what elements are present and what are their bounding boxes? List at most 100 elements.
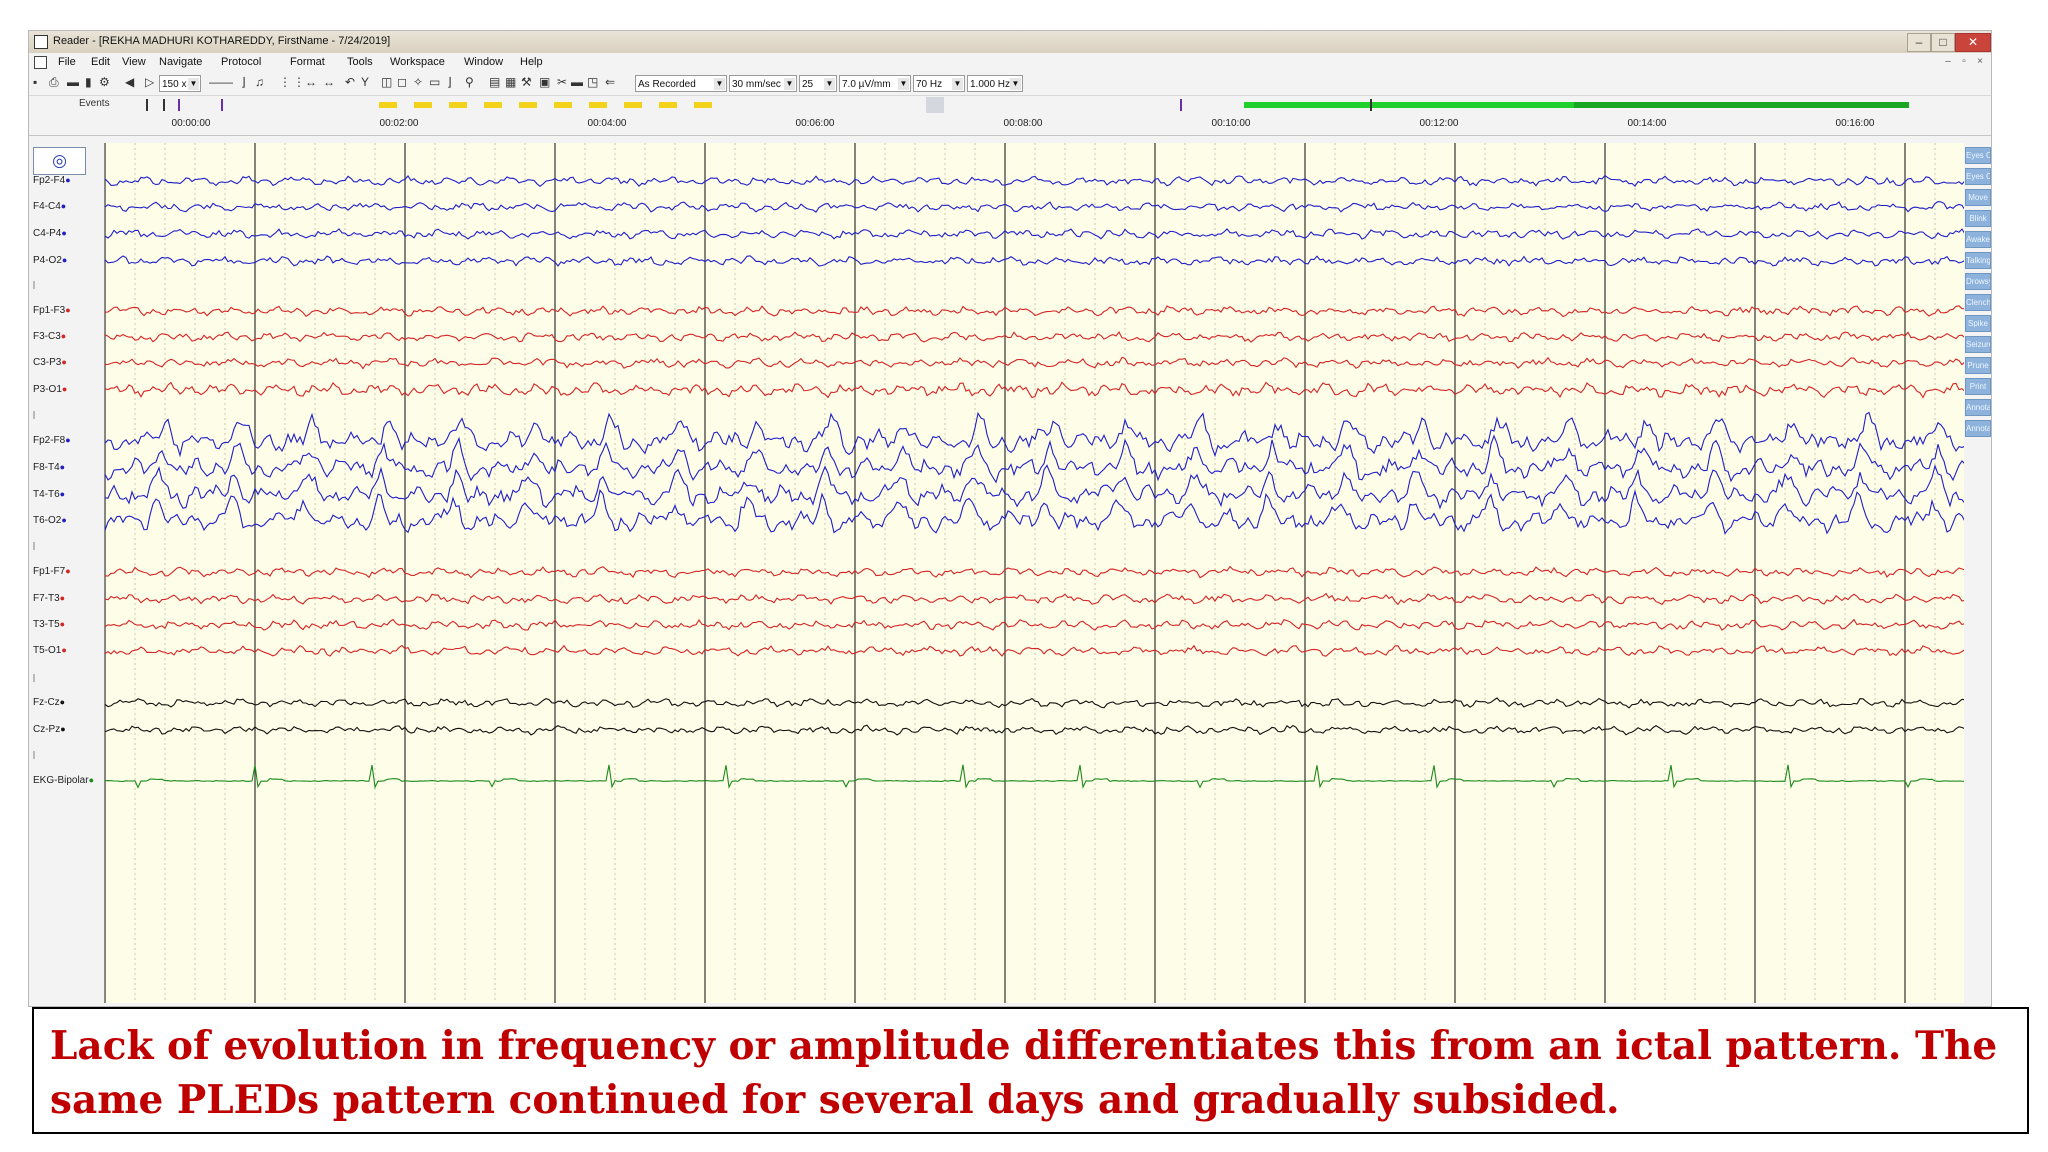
montage-target-icon[interactable]: ◎ xyxy=(33,147,86,175)
event-button[interactable]: Print xyxy=(1965,378,1991,395)
horizontal-measure-icon[interactable]: ↔ xyxy=(305,75,317,89)
channel-label[interactable]: F8-T4● xyxy=(33,462,65,473)
event-button[interactable]: Spike xyxy=(1965,315,1991,332)
mdi-restore-button[interactable]: ▫ xyxy=(1962,56,1966,67)
time-label: 00:02:00 xyxy=(379,118,419,129)
eeg-trace xyxy=(105,464,1965,510)
audio-icon[interactable]: ♫ xyxy=(255,75,264,89)
menu-window[interactable]: Window xyxy=(464,56,504,68)
event-button[interactable]: Clench F xyxy=(1965,294,1991,311)
ruler-icon[interactable]: ▭ xyxy=(429,75,441,89)
zoom-select[interactable]: 150 x ▼ xyxy=(159,75,201,92)
vertical-measure-icon[interactable]: ⋮ xyxy=(279,75,291,89)
channel-label[interactable]: T6-O2● xyxy=(33,515,67,526)
filter-icon[interactable]: Y xyxy=(361,75,370,89)
event-button[interactable]: Drowsy xyxy=(1965,273,1991,290)
channel-label[interactable]: T4-T6● xyxy=(33,489,65,500)
line-tool-icon[interactable]: —— xyxy=(209,75,233,89)
channel-label[interactable]: Fp2-F4● xyxy=(33,175,71,186)
video-icon[interactable]: ▮ xyxy=(85,75,92,89)
paper-speed-select[interactable]: 30 mm/sec ▼ xyxy=(729,75,797,92)
undo-icon[interactable]: ↶ xyxy=(345,75,356,89)
bracket2-icon[interactable]: ⌋ xyxy=(447,75,452,89)
print-icon[interactable]: ⎙ xyxy=(49,75,59,89)
event-button[interactable]: Prune xyxy=(1965,357,1991,374)
sensitivity-select[interactable]: 7.0 µV/mm ▼ xyxy=(839,75,911,92)
arrow-left-icon[interactable]: ⇐ xyxy=(605,75,616,89)
channel-label[interactable]: EKG-Bipolar● xyxy=(33,775,94,786)
channel-label[interactable]: Fz-Cz● xyxy=(33,697,65,708)
event-button[interactable]: Eyes Clo xyxy=(1965,168,1991,185)
eeg-waveform-area[interactable] xyxy=(104,143,1966,1003)
menu-format[interactable]: Format xyxy=(290,56,325,68)
menu-help[interactable]: Help xyxy=(520,56,543,68)
channel-label[interactable]: Fp1-F7● xyxy=(33,566,71,577)
event-button[interactable]: Eyes Ope xyxy=(1965,147,1991,164)
crosshair-icon[interactable]: ✧ xyxy=(413,75,424,89)
channel-label[interactable]: Fp2-F8● xyxy=(33,435,71,446)
mdi-close-button[interactable]: × xyxy=(1977,56,1983,67)
channel-label[interactable]: T5-O1● xyxy=(33,645,67,656)
bracket-icon[interactable]: ⌋ xyxy=(241,75,246,89)
event-button[interactable]: Annotati xyxy=(1965,399,1991,416)
frame-icon[interactable]: ◻ xyxy=(397,75,407,89)
page-forward-icon[interactable]: ▷ xyxy=(145,75,155,89)
mdi-minimize-button[interactable]: – xyxy=(1945,56,1951,67)
event-button[interactable]: Talking xyxy=(1965,252,1991,269)
eeg-trace xyxy=(105,201,1965,213)
page-value-select[interactable]: 25 ▼ xyxy=(799,75,837,92)
event-button[interactable]: Seizure xyxy=(1965,336,1991,353)
high-filter-select[interactable]: 70 Hz ▼ xyxy=(913,75,965,92)
camera-icon[interactable]: ▬ xyxy=(571,75,583,89)
maximize-button[interactable]: □ xyxy=(1931,33,1955,52)
menu-tools[interactable]: Tools xyxy=(347,56,373,68)
layout-icon[interactable]: ▦ xyxy=(505,75,517,89)
menu-file[interactable]: File xyxy=(58,56,76,68)
menu-workspace[interactable]: Workspace xyxy=(390,56,445,68)
channel-label[interactable]: P4-O2● xyxy=(33,255,67,266)
channel-label[interactable]: F7-T3● xyxy=(33,593,65,604)
eeg-trace xyxy=(105,330,1965,343)
channel-label[interactable]: Fp1-F3● xyxy=(33,305,71,316)
export-icon[interactable]: ◳ xyxy=(587,75,599,89)
eeg-trace xyxy=(105,724,1965,736)
menu-edit[interactable]: Edit xyxy=(91,56,110,68)
reference-select[interactable]: As Recorded ▼ xyxy=(635,75,727,92)
minimize-button[interactable]: – xyxy=(1907,33,1931,52)
menu-protocol[interactable]: Protocol xyxy=(221,56,262,68)
chevron-down-icon: ▼ xyxy=(1010,78,1021,90)
time-label: 00:00:00 xyxy=(171,118,211,129)
channel-label[interactable]: T3-T5● xyxy=(33,619,65,630)
chevron-down-icon: ▼ xyxy=(714,78,725,90)
close-button[interactable]: ✕ xyxy=(1955,33,1991,52)
channel-label[interactable]: F3-C3● xyxy=(33,331,66,342)
channel-label[interactable]: C4-P4● xyxy=(33,228,67,239)
event-button[interactable]: Move xyxy=(1965,189,1991,206)
menu-navigate[interactable]: Navigate xyxy=(159,56,203,68)
channel-label[interactable]: C3-P3● xyxy=(33,357,67,368)
event-button[interactable]: Annotati xyxy=(1965,420,1991,437)
settings-icon[interactable]: ⚙ xyxy=(99,75,110,89)
low-filter-select[interactable]: 1.000 Hz ▼ xyxy=(967,75,1023,92)
horizontal-measure2-icon[interactable]: ↔ xyxy=(323,75,335,89)
channel-label-text: F3-C3 xyxy=(33,331,61,342)
print-preview-icon[interactable]: ▬ xyxy=(67,75,79,89)
calculator-icon[interactable]: ▣ xyxy=(539,75,551,89)
channel-label[interactable]: F4-C4● xyxy=(33,201,66,212)
menu-view[interactable]: View xyxy=(122,56,146,68)
channel-label[interactable]: P3-O1● xyxy=(33,384,67,395)
event-markers[interactable] xyxy=(29,97,1991,113)
channel-label-text: Fz-Cz xyxy=(33,697,60,708)
page-back-icon[interactable]: ◀ xyxy=(125,75,135,89)
timeline-ruler[interactable]: 00:00:00 00:02:00 00:04:00 00:06:00 00:0… xyxy=(29,113,1991,136)
select-icon[interactable]: ◫ xyxy=(381,75,393,89)
tools-icon[interactable]: ⚒ xyxy=(521,75,532,89)
event-button[interactable]: Awake xyxy=(1965,231,1991,248)
event-button[interactable]: Blink xyxy=(1965,210,1991,227)
vertical-measure2-icon[interactable]: ⋮ xyxy=(293,75,305,89)
save-icon[interactable]: ▪ xyxy=(33,75,38,89)
search-icon[interactable]: ⚲ xyxy=(465,75,474,89)
channel-label[interactable]: Cz-Pz● xyxy=(33,724,66,735)
montage-icon[interactable]: ▤ xyxy=(489,75,501,89)
scissors-icon[interactable]: ✂ xyxy=(557,75,568,89)
